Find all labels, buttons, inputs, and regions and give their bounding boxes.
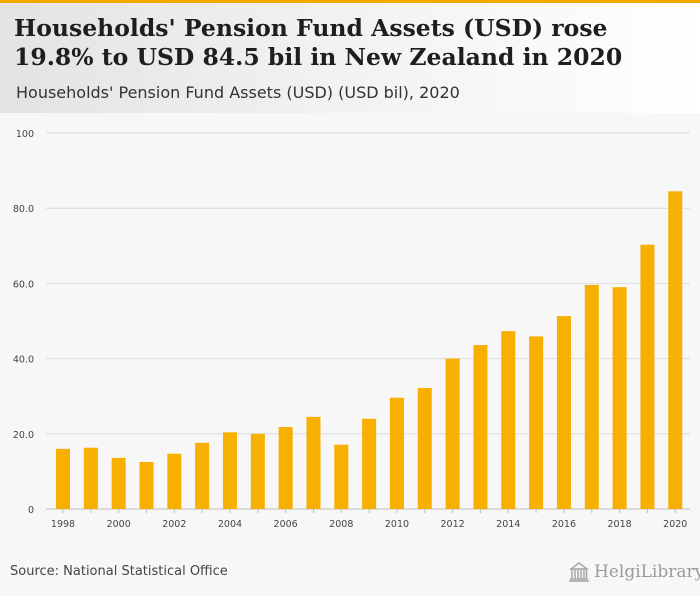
chart-subtitle: Households' Pension Fund Assets (USD) (U… (16, 83, 460, 102)
x-tick-label: 2014 (496, 519, 520, 530)
source-note: Source: National Statistical Office (10, 564, 228, 579)
x-tick-label: 2020 (663, 519, 687, 530)
bar (417, 387, 432, 509)
x-tick-label: 2016 (552, 519, 576, 530)
bar (195, 442, 210, 509)
logo-text: HelgiLibrary (594, 562, 700, 582)
bar (445, 358, 460, 509)
bar (222, 432, 237, 509)
bar (83, 447, 98, 509)
y-tick-label: 60.0 (13, 279, 34, 290)
y-tick-label: 40.0 (13, 355, 34, 366)
helgi-library-logo: HelgiLibrary (568, 560, 700, 584)
bar (139, 462, 154, 509)
bar (389, 397, 404, 509)
x-tick-label: 2012 (441, 519, 465, 530)
x-tick-label: 1998 (51, 519, 75, 530)
bar (556, 316, 571, 509)
chart-title: Households' Pension Fund Assets (USD) ro… (14, 14, 623, 71)
bar (501, 331, 516, 509)
bar (584, 284, 599, 509)
y-tick-label: 80.0 (13, 204, 34, 215)
top-accent-rule (0, 0, 700, 3)
bar (111, 457, 126, 509)
x-tick-label: 2010 (385, 519, 409, 530)
bar (56, 448, 70, 509)
bar (362, 418, 377, 509)
bar (612, 287, 627, 509)
bar (640, 244, 655, 509)
y-tick-label: 0 (28, 505, 34, 516)
bar-chart: 0 20.0 40.0 60.0 80.0 100 1998 2000 2002 2004 2006… (13, 129, 690, 530)
x-tick-label: 2018 (608, 519, 632, 530)
x-tick-label: 2006 (274, 519, 298, 530)
bar (167, 453, 182, 509)
library-building-icon (568, 562, 590, 582)
x-tick-label: 2002 (162, 519, 186, 530)
bar (278, 427, 293, 509)
bar (334, 444, 349, 509)
bar (306, 416, 321, 509)
x-tick-label: 2008 (329, 519, 353, 530)
y-tick-label: 20.0 (13, 430, 34, 441)
chart-area: 0 20.0 40.0 60.0 80.0 100 1998 2000 2002 2004 2006… (0, 113, 700, 596)
x-tick-label: 2000 (107, 519, 131, 530)
bar (473, 345, 488, 509)
bar (529, 336, 544, 509)
bar (668, 191, 683, 509)
y-tick-label: 100 (16, 129, 34, 140)
x-tick-label: 2004 (218, 519, 242, 530)
chart-header: Households' Pension Fund Assets (USD) ro… (0, 3, 700, 113)
bar (250, 433, 265, 509)
